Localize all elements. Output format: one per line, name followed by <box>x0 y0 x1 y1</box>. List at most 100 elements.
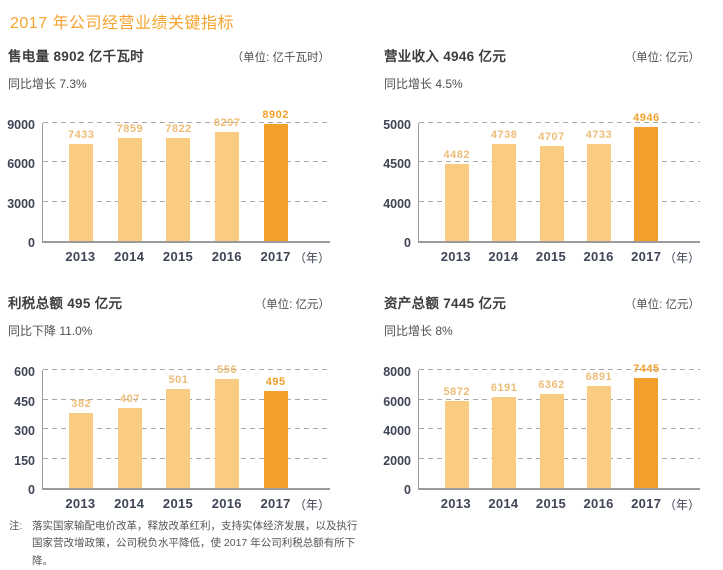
bar-chart-electricity-sales: 0 3000 6000 9000 7433 7859 7822 8297 8902 2013 201… <box>7 109 330 265</box>
bar-cell: 4707 <box>528 123 575 241</box>
x-axis-unit-suffix: （年） <box>663 251 700 265</box>
x-axis-tick-label: 2015 <box>535 249 567 264</box>
bar <box>215 132 240 241</box>
bar <box>69 412 94 488</box>
x-axis-labels: 2013 2014 2015 2016 2017 （年） <box>418 248 700 265</box>
x-axis-tick-label: 2013 <box>440 249 471 264</box>
bar-cell: 4482 <box>433 123 480 241</box>
bar-value-label: 6191 <box>490 381 518 394</box>
bar-cell: 6191 <box>480 370 527 488</box>
bar <box>492 396 517 488</box>
x-axis-tick-label: 2015 <box>162 496 194 511</box>
x-label-cell: 2017 <box>622 248 670 265</box>
bar-value-label: 382 <box>71 397 92 410</box>
bar-value-label: 7445 <box>633 363 660 376</box>
bar-cell: 382 <box>57 370 106 488</box>
x-axis-tick-label: 2014 <box>114 249 145 264</box>
bar-chart-revenue: 0 4000 4500 5000 4482 4738 4707 4733 4946 2013 201… <box>383 112 700 265</box>
chart-unit-label: （单位: 亿元） <box>254 299 330 311</box>
bar-cell: 556 <box>203 364 252 488</box>
bar <box>263 124 288 241</box>
y-axis: 0 4000 4500 5000 <box>383 118 418 265</box>
bar <box>263 390 288 488</box>
y-axis-tick-label: 300 <box>14 424 35 438</box>
bar-chart-profit-tax: 0 150 300 450 600 382 407 501 556 495 2013 2014 2015… <box>8 364 330 512</box>
x-axis-labels: 2013 2014 2015 2016 2017 （年） <box>42 248 330 265</box>
x-label-cell: 2013 <box>56 248 105 265</box>
bar <box>166 138 191 241</box>
y-axis-tick-label: 0 <box>404 236 411 250</box>
bar <box>117 137 142 241</box>
x-axis-tick-label: 2017 <box>260 496 291 511</box>
gridline <box>419 122 700 123</box>
y-axis-tick-label: 2000 <box>383 453 411 468</box>
bar <box>634 127 659 241</box>
x-axis-unit-suffix: （年） <box>293 498 330 512</box>
bar-cell: 6362 <box>528 370 575 488</box>
panel-header: 资产总额 7445 亿元 （单位: 亿元） <box>384 295 700 314</box>
x-axis-tick-label: 2013 <box>65 249 96 264</box>
x-label-cell: 2013 <box>56 495 105 512</box>
bars-row: 382 407 501 556 495 <box>43 364 330 488</box>
chart-subtitle: 同比增长 7.3% <box>8 77 87 91</box>
x-label-cell: 2013 <box>432 495 480 512</box>
y-axis-tick-label: 6000 <box>7 157 35 172</box>
chart-title: 资产总额 7445 亿元 <box>384 296 507 311</box>
chart-title: 利税总额 495 亿元 <box>8 296 123 311</box>
chart-title: 营业收入 4946 亿元 <box>384 49 507 64</box>
x-axis-tick-label: 2016 <box>583 496 614 511</box>
bars-row: 7433 7859 7822 8297 8902 <box>43 109 330 241</box>
y-axis-tick-label: 0 <box>28 236 35 250</box>
x-label-cell: 2017 <box>251 248 300 265</box>
bar <box>539 146 564 241</box>
x-axis-tick-label: 2017 <box>631 249 662 264</box>
bar <box>539 394 564 488</box>
chart-unit-label: （单位: 亿千瓦时） <box>231 52 330 64</box>
x-label-cell: 2015 <box>527 495 575 512</box>
gridline <box>43 122 330 123</box>
bar-value-label: 6891 <box>585 371 613 384</box>
bar-cell: 7822 <box>154 123 203 241</box>
plot-area: 382 407 501 556 495 <box>42 364 330 490</box>
bar-chart-total-assets: 0 2000 4000 6000 8000 5872 6191 6362 6891 7445 201… <box>383 363 700 512</box>
bar-cell: 407 <box>106 370 155 488</box>
plot-area: 7433 7859 7822 8297 8902 <box>42 109 330 243</box>
chart-subtitle: 同比下降 11.0% <box>8 324 93 338</box>
bar <box>444 163 469 241</box>
x-axis-labels: 2013 2014 2015 2016 2017 （年） <box>418 495 700 512</box>
bar-cell: 6891 <box>575 370 622 488</box>
y-axis-tick-label: 4000 <box>383 424 411 438</box>
chart-panel-electricity-sales: 售电量 8902 亿千瓦时 （单位: 亿千瓦时） 同比增长 7.3% 0 3000… <box>7 48 330 265</box>
y-axis-tick-label: 3000 <box>7 196 35 211</box>
bar-cell: 4733 <box>575 123 622 241</box>
chart-panel-total-assets: 资产总额 7445 亿元 （单位: 亿元） 同比增长 8% 0 2000 4000 6… <box>383 295 700 512</box>
bar-value-label: 501 <box>168 374 189 387</box>
chart-panel-revenue: 营业收入 4946 亿元 （单位: 亿元） 同比增长 4.5% 0 4000 450… <box>383 48 700 265</box>
bar-value-label: 4707 <box>538 131 565 144</box>
bar <box>117 407 142 488</box>
bar-value-label: 407 <box>119 392 140 405</box>
x-label-cell: 2014 <box>480 248 528 265</box>
x-axis-tick-label: 2017 <box>260 249 291 264</box>
x-label-cell: 2016 <box>575 495 623 512</box>
x-label-cell: 2016 <box>575 248 623 265</box>
bar <box>492 143 517 241</box>
charts-grid: 售电量 8902 亿千瓦时 （单位: 亿千瓦时） 同比增长 7.3% 0 3000… <box>7 48 723 512</box>
x-axis-unit-suffix: （年） <box>293 251 330 265</box>
x-axis-labels: 2013 2014 2015 2016 2017 （年） <box>42 495 330 512</box>
bar <box>586 386 611 488</box>
y-axis-tick-label: 450 <box>14 394 35 409</box>
bar <box>444 401 469 488</box>
footnote-prefix: 注: <box>9 520 23 532</box>
panel-header: 售电量 8902 亿千瓦时 （单位: 亿千瓦时） <box>8 48 330 67</box>
bar-value-label: 495 <box>265 375 286 388</box>
bars-row: 4482 4738 4707 4733 4946 <box>419 112 700 241</box>
bar-value-label: 4738 <box>490 128 518 141</box>
bar <box>166 389 191 488</box>
x-axis-unit-suffix: （年） <box>663 498 700 512</box>
y-axis-tick-label: 0 <box>28 483 35 497</box>
x-axis-tick-label: 2016 <box>211 249 242 264</box>
x-axis-tick-label: 2015 <box>162 249 194 264</box>
bar-cell: 8297 <box>203 117 252 241</box>
bar-value-label: 4946 <box>633 112 660 125</box>
